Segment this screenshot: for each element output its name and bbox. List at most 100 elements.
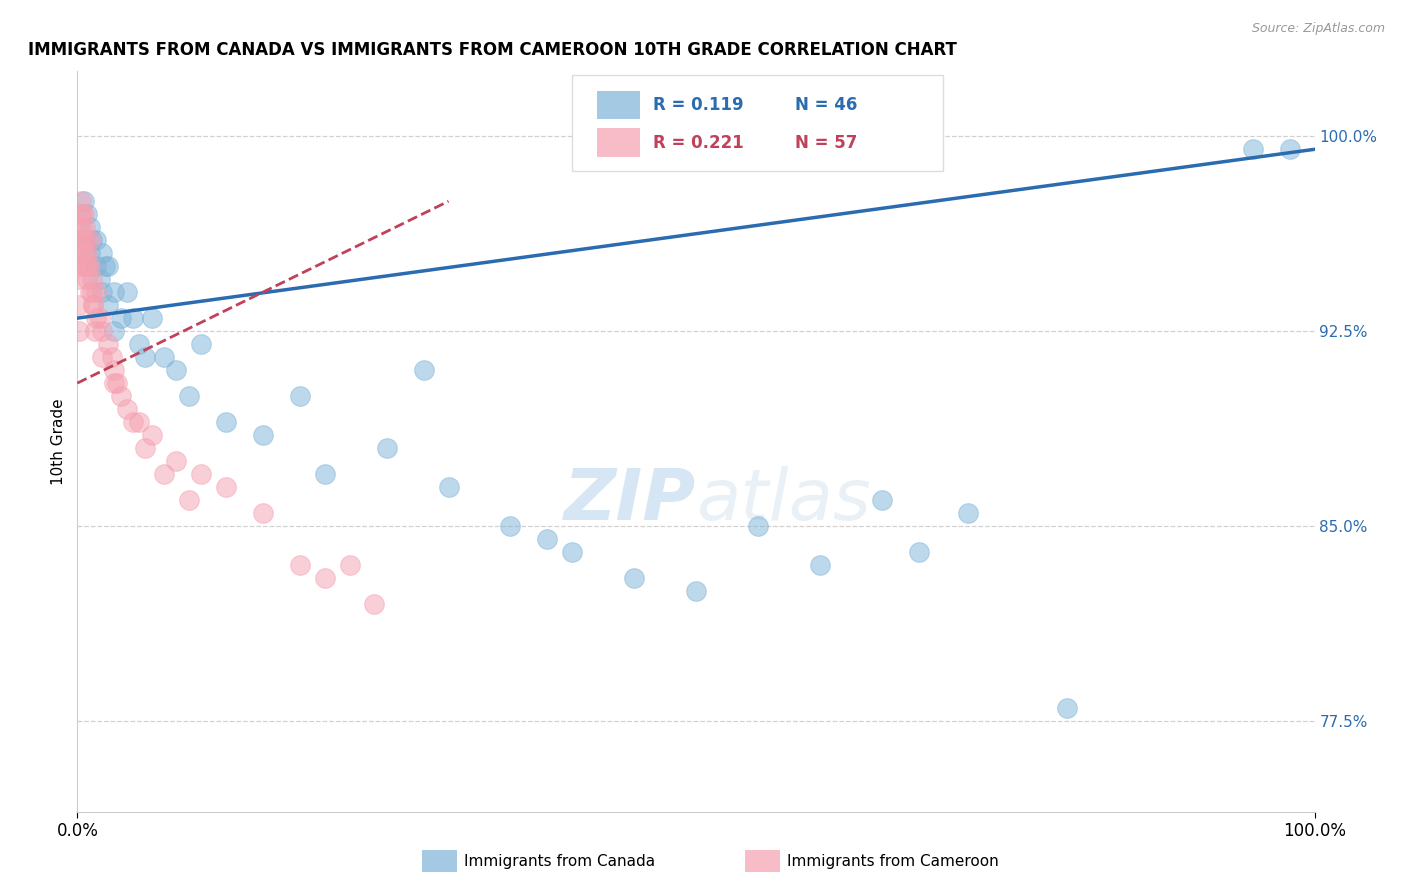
Point xyxy=(437,480,460,494)
Point xyxy=(870,493,893,508)
Point xyxy=(79,285,101,300)
Point xyxy=(73,246,96,260)
Point xyxy=(314,571,336,585)
Point xyxy=(69,259,91,273)
Point xyxy=(115,285,138,300)
Point xyxy=(93,259,115,273)
Point xyxy=(91,246,114,260)
Point xyxy=(122,415,145,429)
Point xyxy=(70,194,93,209)
Point xyxy=(91,350,114,364)
Point xyxy=(82,298,104,312)
Point xyxy=(314,467,336,481)
Point xyxy=(128,415,150,429)
Point xyxy=(79,233,101,247)
Point xyxy=(91,285,114,300)
Point xyxy=(72,194,94,209)
Point xyxy=(103,285,125,300)
Text: Source: ZipAtlas.com: Source: ZipAtlas.com xyxy=(1251,22,1385,36)
Point xyxy=(122,311,145,326)
Point xyxy=(79,259,101,273)
Point xyxy=(623,571,645,585)
Point xyxy=(536,532,558,546)
Point xyxy=(134,350,156,364)
Point xyxy=(75,233,97,247)
Point xyxy=(67,246,90,260)
Text: Immigrants from Canada: Immigrants from Canada xyxy=(464,855,655,869)
Point xyxy=(215,415,238,429)
Point xyxy=(363,597,385,611)
Point xyxy=(70,220,93,235)
Point xyxy=(77,259,100,273)
Point xyxy=(110,389,132,403)
Text: ZIP: ZIP xyxy=(564,467,696,535)
Point xyxy=(808,558,831,572)
Text: R = 0.119: R = 0.119 xyxy=(652,96,744,114)
Point xyxy=(73,220,96,235)
Point xyxy=(105,376,128,390)
FancyBboxPatch shape xyxy=(598,91,640,120)
Point xyxy=(67,324,90,338)
Point xyxy=(97,337,120,351)
Point xyxy=(747,519,769,533)
Point xyxy=(101,350,124,364)
Point xyxy=(76,207,98,221)
Point xyxy=(115,402,138,417)
Point xyxy=(67,298,90,312)
Point xyxy=(79,220,101,235)
Point xyxy=(165,454,187,468)
Point xyxy=(412,363,434,377)
Point xyxy=(1056,701,1078,715)
Point xyxy=(82,298,104,312)
Point xyxy=(128,337,150,351)
Point xyxy=(72,233,94,247)
Point xyxy=(685,583,707,598)
Point xyxy=(177,389,200,403)
Point xyxy=(76,246,98,260)
Point xyxy=(288,389,311,403)
Point xyxy=(339,558,361,572)
Point xyxy=(141,428,163,442)
Point xyxy=(288,558,311,572)
Point xyxy=(153,467,176,481)
Point xyxy=(76,272,98,286)
Point xyxy=(69,233,91,247)
Text: IMMIGRANTS FROM CANADA VS IMMIGRANTS FROM CAMEROON 10TH GRADE CORRELATION CHART: IMMIGRANTS FROM CANADA VS IMMIGRANTS FRO… xyxy=(28,41,956,59)
Point xyxy=(110,311,132,326)
Point xyxy=(190,337,212,351)
FancyBboxPatch shape xyxy=(572,75,943,171)
Point xyxy=(82,272,104,286)
Point xyxy=(72,207,94,221)
Point xyxy=(79,246,101,260)
Point xyxy=(82,285,104,300)
FancyBboxPatch shape xyxy=(598,128,640,156)
Point xyxy=(165,363,187,377)
Point xyxy=(375,441,398,455)
Point xyxy=(67,220,90,235)
Point xyxy=(103,324,125,338)
Point xyxy=(72,233,94,247)
Y-axis label: 10th Grade: 10th Grade xyxy=(51,398,66,485)
Text: atlas: atlas xyxy=(696,467,870,535)
Point xyxy=(89,272,111,286)
Point xyxy=(141,311,163,326)
Point xyxy=(153,350,176,364)
Point xyxy=(91,324,114,338)
Text: N = 57: N = 57 xyxy=(794,134,858,153)
Point xyxy=(89,311,111,326)
Point xyxy=(83,324,105,338)
Text: N = 46: N = 46 xyxy=(794,96,858,114)
Point xyxy=(103,376,125,390)
Point xyxy=(907,545,929,559)
Point xyxy=(103,363,125,377)
Point xyxy=(134,441,156,455)
Point xyxy=(177,493,200,508)
Point xyxy=(67,272,90,286)
Point xyxy=(72,259,94,273)
Point xyxy=(190,467,212,481)
Point xyxy=(84,285,107,300)
Point xyxy=(70,246,93,260)
Point xyxy=(1278,142,1301,156)
Point xyxy=(75,259,97,273)
Point xyxy=(84,233,107,247)
